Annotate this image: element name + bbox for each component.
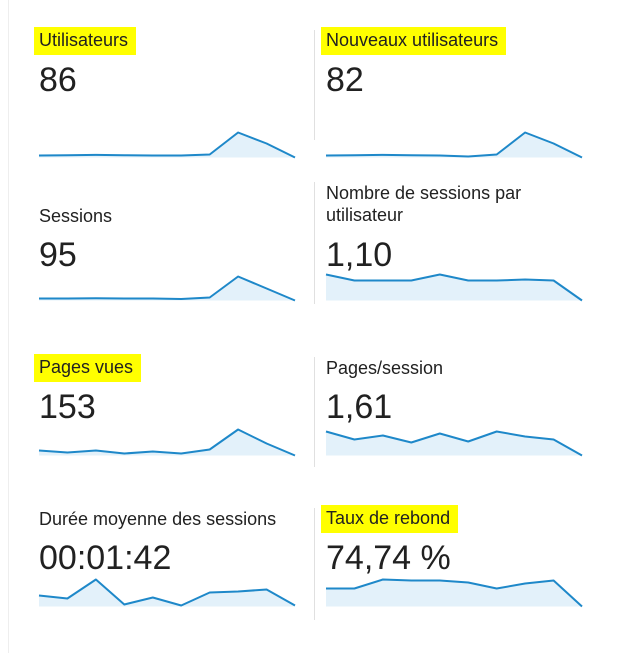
sparkline-line [38,131,296,159]
sparkline-area [326,579,582,607]
metric-tile-bounce-rate[interactable]: Taux de rebond 74,74 % [321,505,601,620]
metric-value: 00:01:42 [39,539,172,577]
metric-value: 1,10 [326,236,393,274]
metric-tile-pageviews[interactable]: Pages vues 153 [34,354,315,467]
metric-label: Nouveaux utilisateurs [321,27,507,55]
sparkline-chart [325,273,583,302]
metric-label: Pages/session [326,358,444,378]
metric-tile-sessions-per-user[interactable]: Nombre de sessions par utilisateur 1,10 [325,182,601,304]
sparkline-chart [38,131,296,159]
metric-tile-users[interactable]: Utilisateurs 86 [34,27,315,159]
metric-value: 95 [39,236,77,274]
metric-label: Taux de rebond [321,505,459,533]
sparkline-line [325,273,583,302]
metric-value: 1,61 [326,388,393,426]
metric-value: 82 [326,61,364,99]
sparkline-line [38,428,296,457]
metric-value: 74,74 % [326,539,451,577]
sparkline-line [38,578,296,607]
sparkline-line [326,578,583,608]
metric-tile-avg-session-duration[interactable]: Durée moyenne des sessions 00:01:42 [38,508,315,620]
sparkline-line [39,275,296,302]
sparkline-chart [325,131,583,159]
metric-label: Pages vues [34,354,142,382]
metric-value: 86 [39,61,77,99]
sparkline-area [39,132,295,158]
metric-label: Utilisateurs [34,27,137,55]
sparkline-area [39,276,295,301]
sparkline-line [325,131,583,159]
sparkline-chart [325,430,583,457]
metric-value: 153 [39,388,96,426]
metric-label: Sessions [39,206,113,226]
sparkline-chart [38,578,296,607]
sparkline-area [39,429,295,456]
sparkline-line [325,430,583,457]
metric-tile-pages-per-session[interactable]: Pages/session 1,61 [325,357,601,467]
sparkline-area [326,132,582,158]
metric-tile-new-users[interactable]: Nouveaux utilisateurs 82 [321,27,601,159]
metric-tile-sessions[interactable]: Sessions 95 [39,182,315,304]
metric-label: Durée moyenne des sessions [39,509,277,529]
sparkline-chart [38,428,296,457]
metric-label: Nombre de sessions par utilisateur [326,183,522,225]
sparkline-chart [39,275,296,302]
sparkline-chart [326,578,583,608]
left-border [8,0,9,653]
sparkline-area [326,431,582,456]
